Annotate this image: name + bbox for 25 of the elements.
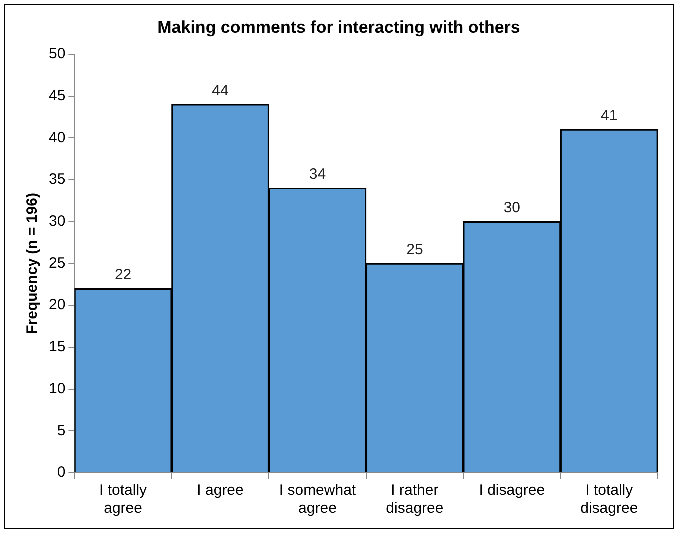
data-label: 44 — [212, 82, 229, 100]
y-tick-label: 40 — [48, 129, 66, 146]
data-label: 22 — [114, 266, 132, 284]
data-label: 41 — [601, 107, 618, 124]
data-label: 34 — [309, 166, 326, 183]
y-tick-label: 45 — [48, 87, 66, 104]
y-tick-label: 35 — [48, 171, 66, 188]
x-tick-label: I agree — [197, 482, 244, 500]
data-label: 25 — [406, 241, 424, 258]
y-tick-label: 0 — [57, 464, 66, 482]
y-tick-label: 20 — [48, 296, 66, 314]
y-tick-label: 30 — [48, 212, 66, 230]
y-tick-label: 15 — [48, 338, 66, 356]
y-tick-label: 50 — [48, 46, 66, 63]
x-tick-label: I totally agree — [100, 482, 148, 518]
x-tick-label: I rather disagree — [386, 482, 444, 518]
x-tick-label: I somewhat agree — [279, 482, 357, 518]
y-tick-label: 10 — [48, 380, 66, 398]
x-tick-label: I totally disagree — [580, 482, 638, 518]
chart-title: Making comments for interacting with others — [158, 18, 520, 37]
x-tick-label: I disagree — [479, 482, 546, 500]
data-label: 30 — [504, 199, 521, 216]
y-tick-label: 5 — [57, 422, 66, 440]
y-tick-label: 25 — [48, 254, 66, 272]
y-axis-title: Frequency (n = 196) — [24, 193, 42, 334]
